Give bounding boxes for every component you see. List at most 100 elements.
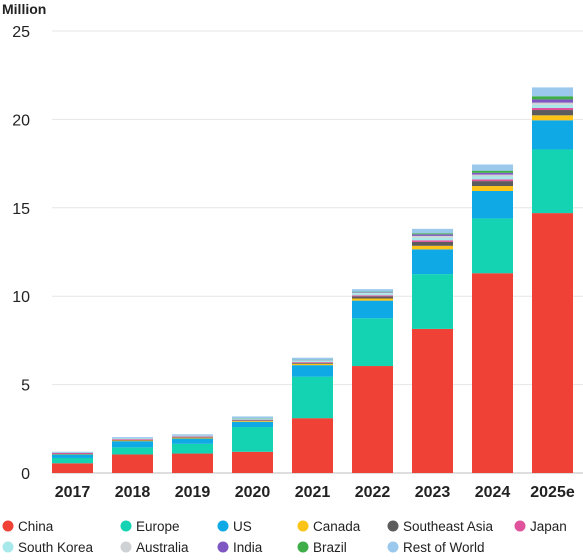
bar-segment-us	[172, 438, 213, 444]
legend-swatch	[120, 541, 132, 553]
legend-item-japan: Japan	[514, 519, 567, 534]
y-axis-unit-label: Million	[2, 1, 46, 17]
bar-segment-south-korea	[112, 438, 153, 440]
bar-segment-rest-of-world	[352, 289, 393, 292]
x-tick-label: 2017	[55, 484, 91, 501]
bar-segment-southeast-asia	[472, 181, 513, 187]
bar-segment-brazil	[472, 170, 513, 173]
x-tick-label: 2019	[175, 484, 211, 501]
bar-segment-south-korea	[472, 176, 513, 180]
bar-segment-japan	[352, 295, 393, 297]
bar-segment-europe	[532, 149, 573, 214]
bar-segment-japan	[292, 362, 333, 363]
bar-segment-india	[412, 234, 453, 236]
legend-label: India	[233, 540, 263, 555]
bar-segment-japan	[532, 107, 573, 111]
legend-item-south-korea: South Korea	[2, 540, 94, 555]
bar-segment-japan	[472, 179, 513, 182]
x-tick-label: 2022	[355, 484, 391, 501]
bar-segment-us	[292, 365, 333, 377]
bar-segment-canada	[292, 363, 333, 366]
bar-stack-2021	[292, 357, 333, 473]
bar-segment-china	[172, 453, 213, 473]
y-tick-label: 5	[21, 378, 30, 395]
legend-label: Brazil	[313, 540, 347, 555]
legend: China Europe US Canada Southeast Asia Japan So…	[2, 519, 567, 555]
bar-segment-china	[412, 328, 453, 473]
bar-segment-europe	[232, 427, 273, 452]
y-tick-label: 15	[12, 201, 30, 218]
y-tick-label: 10	[12, 289, 30, 306]
legend-label: Australia	[136, 540, 189, 555]
bar-segment-southeast-asia	[532, 110, 573, 116]
bar-segment-rest-of-world	[232, 416, 273, 419]
legend-item-india: India	[217, 540, 263, 555]
bar-segment-europe	[112, 447, 153, 455]
x-tick-label: 2024	[475, 484, 511, 501]
bar-segment-india	[532, 99, 573, 103]
legend-label: Japan	[530, 519, 567, 534]
bar-segment-us	[472, 191, 513, 219]
bar-segment-us	[532, 120, 573, 150]
bar-segment-rest-of-world	[412, 228, 453, 234]
bar-segment-rest-of-world	[112, 437, 153, 439]
bar-segment-canada	[532, 115, 573, 121]
legend-swatch	[387, 541, 399, 553]
bar-segment-rest-of-world	[52, 451, 93, 453]
bar-segment-china	[352, 366, 393, 473]
bar-segment-china	[52, 463, 93, 473]
legend-label: China	[18, 519, 54, 534]
bar-segment-china	[472, 273, 513, 473]
legend-item-us: US	[217, 519, 252, 534]
bar-segment-south-korea	[412, 237, 453, 241]
bar-segment-rest-of-world	[472, 164, 513, 171]
bar-segment-europe	[292, 376, 333, 419]
bars	[52, 87, 573, 473]
bar-segment-south-korea	[532, 104, 573, 108]
bar-segment-southeast-asia	[292, 362, 333, 364]
bar-segment-europe	[172, 443, 213, 454]
legend-item-australia: Australia	[120, 540, 189, 555]
legend-swatch	[297, 520, 309, 532]
legend-item-china: China	[2, 519, 54, 534]
bar-segment-canada	[172, 437, 213, 439]
bar-segment-rest-of-world	[172, 434, 213, 436]
bar-segment-europe	[472, 218, 513, 274]
legend-swatch	[217, 541, 229, 553]
bar-stack-2020	[232, 416, 273, 473]
bar-segment-us	[112, 441, 153, 448]
legend-label: Canada	[313, 519, 361, 534]
legend-swatch	[217, 520, 229, 532]
bar-segment-rest-of-world	[292, 357, 333, 360]
bar-segment-canada	[412, 245, 453, 250]
y-tick-label: 25	[12, 24, 30, 41]
bar-segment-canada	[352, 298, 393, 301]
bar-segment-southeast-asia	[232, 420, 273, 421]
bar-segment-us	[412, 249, 453, 275]
bar-segment-europe	[412, 274, 453, 329]
legend-swatch	[297, 541, 309, 553]
legend-label: US	[233, 519, 252, 534]
legend-item-canada: Canada	[297, 519, 361, 534]
legend-swatch	[120, 520, 132, 532]
legend-item-rest-of-world: Rest of World	[387, 540, 485, 555]
bar-segment-japan	[232, 419, 273, 421]
x-tick-label: 2025e	[530, 484, 575, 501]
bar-stack-2023	[412, 228, 453, 473]
bar-segment-south-korea	[292, 360, 333, 363]
legend-label: Southeast Asia	[403, 519, 494, 534]
bar-segment-south-korea	[172, 435, 213, 437]
bar-segment-china	[112, 454, 153, 473]
bar-segment-us	[52, 454, 93, 458]
legend-label: Rest of World	[403, 540, 485, 555]
y-tick-label: 20	[12, 112, 30, 129]
bar-stack-2018	[112, 437, 153, 473]
bar-stack-2017	[52, 451, 93, 473]
bar-segment-australia	[352, 292, 393, 294]
bar-segment-canada	[112, 440, 153, 442]
y-tick-label: 0	[21, 466, 30, 483]
legend-label: South Korea	[18, 540, 94, 555]
bar-segment-china	[532, 213, 573, 473]
x-tick-label: 2020	[235, 484, 271, 501]
